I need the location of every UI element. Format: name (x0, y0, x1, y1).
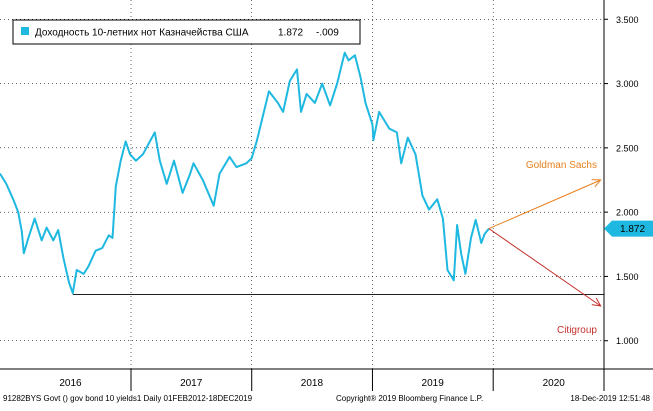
y-tick-label: 3.500 (616, 15, 639, 25)
year-dividers (130, 369, 494, 391)
grid (0, 0, 604, 369)
forecast-line (488, 179, 601, 230)
y-axis: 1.000 1.500 2.000 2.500 3.000 3.500 (604, 15, 639, 346)
legend-swatch (21, 27, 29, 35)
legend-change: -.009 (316, 28, 339, 39)
legend-last-value: 1.872 (278, 28, 303, 39)
footer-timestamp: 18-Dec-2019 12:51:48 (570, 394, 650, 403)
y-tick-label: 3.000 (616, 79, 639, 89)
footer-security: 91282BYS Govt () gov bond 10 yields1 Dai… (3, 394, 253, 403)
legend-box (12, 19, 361, 45)
last-value-badge-shape (604, 220, 653, 237)
x-tick-label: 2018 (301, 378, 324, 389)
last-value-badge: 1.872 (604, 220, 653, 237)
forecast-label: Goldman Sachs (526, 160, 597, 171)
x-tick-label: 2017 (180, 378, 203, 389)
y-tick-label: 1.500 (616, 272, 639, 282)
forecast-line (488, 228, 601, 307)
forecast-annotations: Goldman Sachs Citigroup (488, 160, 602, 336)
x-tick-label: 2016 (59, 378, 82, 389)
forecast-arrowhead (591, 179, 602, 188)
y-tick-label: 1.000 (616, 336, 639, 346)
y-tick-label: 2.000 (616, 208, 639, 218)
y-tick-label: 2.500 (616, 143, 639, 153)
legend-label: Доходность 10-летних нот Казначейства СШ… (35, 28, 249, 39)
forecast-arrowhead (591, 297, 602, 307)
x-tick-label: 2020 (543, 378, 566, 389)
footer-copyright: Copyright® 2019 Bloomberg Finance L.P. (336, 394, 483, 403)
series-line-treasury-10y (0, 51, 490, 295)
x-axis: 2016 2017 2018 2019 2020 (59, 378, 565, 389)
last-value-label: 1.872 (620, 224, 645, 235)
legend: Доходность 10-летних нот Казначейства СШ… (12, 19, 361, 45)
forecast-label: Citigroup (557, 325, 597, 336)
x-tick-label: 2019 (422, 378, 445, 389)
